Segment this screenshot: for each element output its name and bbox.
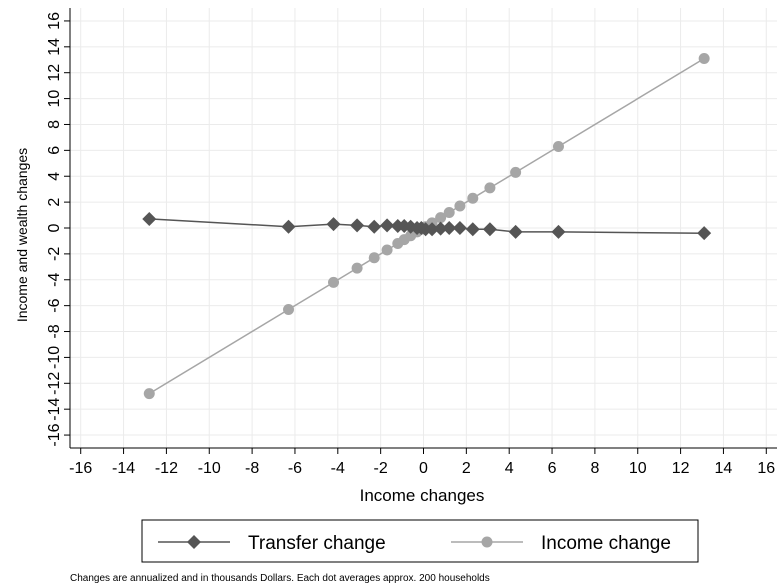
x-tick-label: 0 <box>419 460 428 477</box>
income-change-point <box>143 388 155 400</box>
axes: -16 -14 -12 -10 -8 -6 -4 -2 0 2 4 6 8 10 12 14 16 -16 -14 -… <box>46 8 777 477</box>
y-tick-label: 10 <box>46 90 63 108</box>
income-change-point <box>443 206 455 218</box>
income-change-point <box>381 244 393 256</box>
transfer-change-point <box>482 222 497 237</box>
x-tick-label: -2 <box>374 460 388 477</box>
y-tick-label: -2 <box>46 247 63 261</box>
x-tick-label: -8 <box>245 460 259 477</box>
transfer-change-point <box>350 218 365 233</box>
income-change-point <box>283 304 295 316</box>
transfer-change-point <box>281 219 296 234</box>
y-tick-label: -6 <box>46 298 63 312</box>
x-tick-label: -4 <box>331 460 345 477</box>
legend-transfer-label: Transfer change <box>248 533 386 554</box>
y-tick-label: 14 <box>46 38 63 56</box>
x-tick-label: 4 <box>505 460 514 477</box>
income-change-point <box>435 212 447 224</box>
y-tick-label: -14 <box>46 398 63 421</box>
y-tick-label: 12 <box>46 64 63 82</box>
income-change-point <box>510 166 522 178</box>
transfer-change-point <box>697 226 712 241</box>
x-tick-label: 6 <box>548 460 557 477</box>
x-tick-label: -16 <box>69 460 92 477</box>
y-tick-label: 4 <box>46 172 63 181</box>
x-tick-label: 2 <box>462 460 471 477</box>
x-tick-label: 16 <box>757 460 775 477</box>
x-axis-title: Income changes <box>360 486 485 505</box>
y-tick-label: -10 <box>46 346 63 369</box>
income-change-point <box>484 182 496 194</box>
y-tick-label: -16 <box>46 423 63 446</box>
legend-income-label: Income change <box>541 533 671 554</box>
legend: Transfer change Income change <box>141 519 699 563</box>
transfer-change-point <box>465 222 480 237</box>
legend-income-marker <box>481 536 493 548</box>
income-change-point <box>368 252 380 264</box>
y-tick-label: -12 <box>46 372 63 395</box>
y-tick-label: 0 <box>46 223 63 232</box>
transfer-change-point <box>367 219 382 234</box>
x-tick-label: -12 <box>155 460 178 477</box>
x-tick-label: 8 <box>590 460 599 477</box>
transfer-change-point <box>551 224 566 239</box>
x-tick-label: -10 <box>198 460 221 477</box>
income-change-point <box>698 52 710 64</box>
legend-box <box>141 519 699 563</box>
y-tick-label: -4 <box>46 273 63 287</box>
transfer-change-point <box>452 221 467 235</box>
series <box>142 52 712 400</box>
y-tick-label: 16 <box>46 12 63 30</box>
income-change-point <box>467 192 479 204</box>
x-tick-label: 12 <box>672 460 690 477</box>
y-tick-label: 2 <box>46 198 63 207</box>
transfer-change-point <box>326 217 341 232</box>
transfer-change-point <box>442 221 457 235</box>
income-change-point <box>552 140 564 152</box>
transfer-change-point <box>425 222 440 237</box>
x-tick-label: 10 <box>629 460 647 477</box>
y-tick-label: -8 <box>46 324 63 338</box>
transfer-change-point <box>433 221 448 236</box>
x-tick-label: -14 <box>112 460 135 477</box>
x-tick-label: 14 <box>715 460 733 477</box>
transfer-change-point <box>380 218 395 233</box>
income-change-point <box>351 262 363 274</box>
income-change-point <box>328 276 340 288</box>
transfer-change-point <box>508 224 523 239</box>
legend-transfer-marker <box>187 535 201 549</box>
footnote: Changes are annualized and in thousands … <box>70 573 490 584</box>
transfer-change-point <box>142 211 157 226</box>
y-tick-label: 8 <box>46 120 63 129</box>
income-change-point <box>454 200 466 212</box>
y-axis-title: Income and wealth changes <box>14 148 30 322</box>
y-tick-label: 6 <box>46 146 63 155</box>
x-tick-label: -6 <box>288 460 302 477</box>
